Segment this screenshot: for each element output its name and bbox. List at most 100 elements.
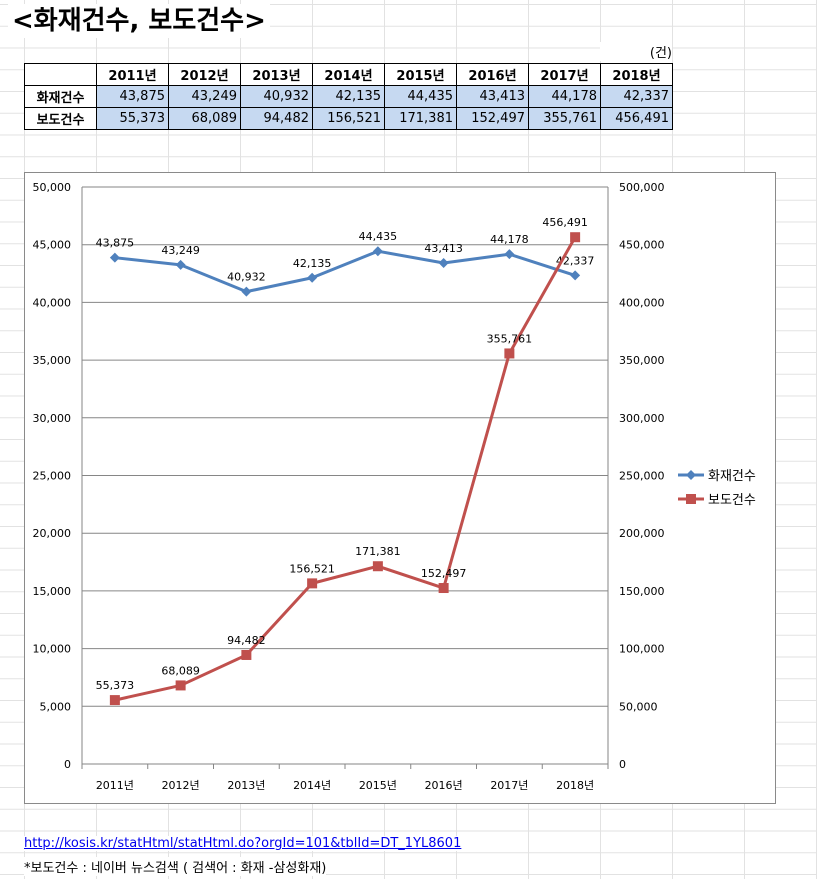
data-point — [175, 680, 186, 691]
data-point — [109, 252, 120, 263]
data-point — [570, 270, 581, 281]
data-label: 355,761 — [487, 332, 533, 345]
y-right-tick-label: 350,000 — [619, 354, 665, 367]
y-left-tick-label: 15,000 — [33, 585, 72, 598]
x-tick-label: 2012년 — [162, 779, 200, 792]
table-header-cell: 2015년 — [384, 63, 457, 86]
table-row: 화재건수 43,875 43,249 40,932 42,135 44,435 … — [24, 85, 673, 108]
table-header-cell: 2018년 — [600, 63, 673, 86]
table-cell: 456,491 — [600, 107, 673, 130]
data-point — [438, 258, 449, 269]
data-point — [372, 246, 383, 257]
y-left-tick-label: 50,000 — [33, 181, 72, 194]
data-label: 44,435 — [359, 230, 398, 243]
y-left-tick-label: 40,000 — [33, 296, 72, 309]
y-right-tick-label: 200,000 — [619, 527, 665, 540]
data-label: 40,932 — [227, 271, 266, 284]
y-right-tick-label: 150,000 — [619, 585, 665, 598]
x-tick-label: 2017년 — [490, 779, 528, 792]
data-point — [241, 649, 252, 660]
x-tick-label: 2014년 — [293, 779, 331, 792]
y-right-tick-label: 450,000 — [619, 239, 665, 252]
table-cell: 156,521 — [312, 107, 385, 130]
x-tick-label: 2013년 — [227, 779, 265, 792]
data-label: 43,875 — [96, 237, 135, 250]
chart-container: 0 5,000 10,000 15,000 20,000 25,000 30,000 35,0… — [24, 172, 776, 804]
data-label: 156,521 — [289, 562, 335, 575]
table-header-cell: 2013년 — [240, 63, 313, 86]
table-cell: 43,413 — [456, 85, 529, 108]
y-left-tick-label: 30,000 — [33, 412, 72, 425]
y-right-tick-label: 250,000 — [619, 470, 665, 483]
series-line — [114, 236, 577, 702]
table-header-cell: 2012년 — [168, 63, 241, 86]
y-left-tick-label: 35,000 — [33, 354, 72, 367]
unit-label: (건) — [600, 42, 672, 61]
line-chart: 0 5,000 10,000 15,000 20,000 25,000 30,000 35,0… — [33, 181, 756, 792]
data-point — [241, 286, 252, 297]
data-label: 42,135 — [293, 257, 332, 270]
data-point — [109, 695, 120, 706]
table-cell: 94,482 — [240, 107, 313, 130]
x-tick-label: 2015년 — [359, 779, 397, 792]
table-row: 보도건수 55,373 68,089 94,482 156,521 171,38… — [24, 107, 673, 130]
y-right-tick-label: 500,000 — [619, 181, 665, 194]
table-header-row: 2011년 2012년 2013년 2014년 2015년 2016년 2017… — [24, 63, 673, 86]
y-left-tick-label: 0 — [64, 758, 71, 771]
table-cell: 152,497 — [456, 107, 529, 130]
data-label: 152,497 — [421, 567, 467, 580]
data-label: 43,249 — [161, 244, 200, 257]
x-tick-label: 2011년 — [96, 779, 134, 792]
data-table: 2011년 2012년 2013년 2014년 2015년 2016년 2017… — [24, 63, 673, 130]
y-left-tick-label: 25,000 — [33, 470, 72, 483]
table-header-cell: 2017년 — [528, 63, 601, 86]
data-label: 44,178 — [490, 233, 529, 246]
series-line — [114, 249, 576, 294]
data-point — [307, 272, 318, 283]
data-label: 55,373 — [96, 679, 135, 692]
data-label: 171,381 — [355, 545, 401, 558]
data-point — [372, 561, 383, 572]
source-link[interactable]: http://kosis.kr/statHtml/statHtml.do?org… — [24, 836, 462, 851]
data-label: 43,413 — [424, 242, 463, 255]
y-right-tick-label: 50,000 — [619, 700, 658, 713]
y-right-tick-label: 300,000 — [619, 412, 665, 425]
source-note: *보도건수 : 네이버 뉴스검색 ( 검색어 : 화재 -삼성화재) — [24, 857, 327, 876]
table-cell: 44,178 — [528, 85, 601, 108]
table-cell: 40,932 — [240, 85, 313, 108]
table-row-label: 보도건수 — [24, 107, 97, 130]
data-label: 68,089 — [161, 664, 200, 677]
data-label: 94,482 — [227, 634, 266, 647]
table-header-cell: 2014년 — [312, 63, 385, 86]
table-cell: 55,373 — [96, 107, 169, 130]
table-cell: 42,337 — [600, 85, 673, 108]
x-tick-label: 2016년 — [425, 779, 463, 792]
table-cell: 43,249 — [168, 85, 241, 108]
table-cell: 42,135 — [312, 85, 385, 108]
table-cell: 43,875 — [96, 85, 169, 108]
y-left-tick-label: 45,000 — [33, 239, 72, 252]
table-cell: 44,435 — [384, 85, 457, 108]
table-cell: 355,761 — [528, 107, 601, 130]
page-title: <화재건수, 보도건수> — [8, 4, 270, 38]
y-left-tick-label: 5,000 — [40, 700, 72, 713]
y-left-tick-label: 20,000 — [33, 527, 72, 540]
legend-marker — [686, 494, 696, 504]
table-corner-cell — [24, 63, 97, 86]
y-right-tick-label: 400,000 — [619, 296, 665, 309]
table-cell: 68,089 — [168, 107, 241, 130]
legend-marker — [686, 470, 696, 480]
data-point — [307, 578, 318, 589]
y-right-tick-label: 100,000 — [619, 643, 665, 656]
data-point — [570, 232, 581, 243]
data-point — [504, 348, 515, 359]
table-cell: 171,381 — [384, 107, 457, 130]
legend-label: 화재건수 — [708, 469, 756, 484]
data-label: 456,491 — [542, 216, 588, 229]
table-row-label: 화재건수 — [24, 85, 97, 108]
x-tick-label: 2018년 — [556, 779, 594, 792]
data-point — [438, 583, 449, 594]
table-header-cell: 2016년 — [456, 63, 529, 86]
data-point — [504, 249, 515, 260]
y-left-tick-label: 10,000 — [33, 643, 72, 656]
